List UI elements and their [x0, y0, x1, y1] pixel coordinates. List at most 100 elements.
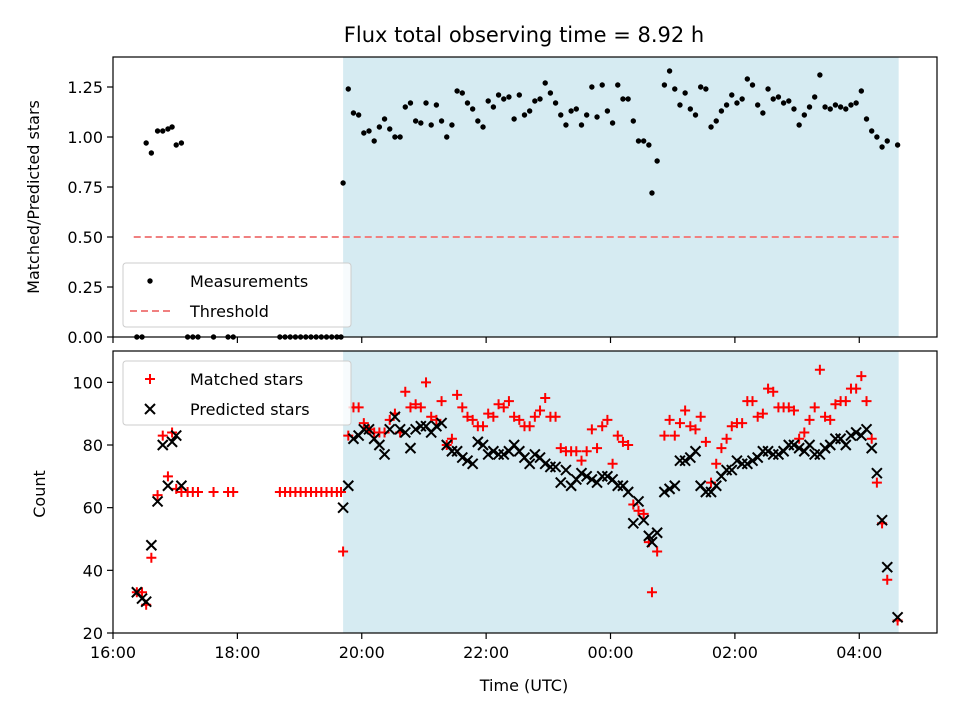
- matched-star-point: [493, 399, 504, 410]
- matched-star-point: [690, 424, 701, 435]
- matched-star-point: [871, 477, 882, 488]
- matched-star-point: [607, 458, 618, 469]
- measurement-point: [760, 110, 766, 116]
- matched-star-point: [576, 455, 587, 466]
- predicted-star-point: [544, 461, 557, 473]
- measurement-point: [490, 104, 497, 110]
- predicted-star-point: [162, 480, 174, 492]
- bottom-ylabel: Count: [30, 470, 49, 518]
- matched-star-point: [851, 383, 862, 394]
- predicted-star-point: [487, 445, 500, 457]
- matched-star-point: [503, 396, 514, 407]
- predicted-star-point: [529, 448, 541, 461]
- measurement-point: [894, 142, 901, 148]
- measurement-point: [770, 96, 776, 102]
- predicted-star-point: [700, 486, 712, 498]
- measurement-point: [412, 118, 419, 124]
- measurement-point: [449, 122, 455, 128]
- matched-star-point: [814, 364, 825, 375]
- top-ylabel: Matched/Predicted stars: [24, 100, 43, 294]
- matched-star-point: [581, 446, 592, 457]
- measurement-point: [654, 158, 660, 164]
- measurement-point: [169, 124, 175, 130]
- matched-star-point: [638, 508, 649, 519]
- predicted-star-point: [347, 433, 360, 445]
- predicted-star-point: [477, 439, 489, 451]
- measurement-point: [506, 94, 512, 100]
- predicted-star-point: [560, 464, 572, 476]
- matched-star-point: [840, 396, 851, 407]
- predicted-star-point: [580, 470, 593, 483]
- top-ytick-label: 0.00: [67, 328, 103, 347]
- matched-star-point: [825, 414, 836, 425]
- predicted-star-point: [415, 420, 427, 432]
- measurement-point: [754, 102, 761, 108]
- bottom-xtick-label: 04:00: [836, 643, 882, 662]
- matched-star-point: [737, 418, 748, 429]
- bottom-xtick-label: 00:00: [587, 643, 633, 662]
- measurement-point: [433, 102, 440, 108]
- measurement-point: [418, 120, 424, 126]
- predicted-star-point: [342, 480, 354, 492]
- measurement-point: [615, 82, 621, 88]
- matched-star-point: [550, 411, 561, 422]
- measurement-point: [822, 104, 828, 110]
- matched-star-point: [488, 411, 499, 422]
- measurement-point: [703, 86, 709, 92]
- matched-star-point: [410, 399, 421, 410]
- measurement-point: [501, 96, 507, 102]
- matched-star-point: [633, 505, 644, 516]
- predicted-star-point: [404, 442, 417, 454]
- measurement-point: [438, 118, 445, 124]
- measurement-point: [853, 100, 859, 106]
- matched-star-point: [747, 396, 758, 407]
- measurement-point: [630, 118, 637, 124]
- measurement-point: [444, 134, 450, 140]
- bottom-ytick-label: 60: [83, 499, 103, 518]
- measurement-point: [843, 106, 849, 112]
- matched-star-point: [405, 402, 416, 413]
- legend-marker-measurements: [147, 278, 153, 284]
- top-ytick-label: 0.50: [67, 228, 103, 247]
- measurement-point: [687, 106, 694, 112]
- measurement-point: [682, 90, 688, 96]
- measurement-point: [573, 106, 580, 112]
- predicted-star-point: [446, 445, 458, 457]
- measurement-point: [148, 150, 155, 156]
- measurement-point: [858, 88, 865, 94]
- measurement-point: [594, 114, 600, 120]
- predicted-star-point: [757, 445, 769, 457]
- matched-star-point: [664, 414, 675, 425]
- measurement-point: [173, 142, 179, 148]
- bottom-ytick-label: 20: [83, 624, 103, 643]
- measurement-point: [376, 124, 383, 130]
- predicted-star-point: [461, 454, 474, 467]
- top-panel: 0.00 0.25 0.50 0.75 1.00 1.25 Measurements Thre…: [67, 56, 938, 347]
- matched-star-point: [830, 399, 841, 410]
- predicted-star-point: [741, 458, 754, 470]
- predicted-star-point: [492, 448, 505, 461]
- measurement-point: [827, 106, 833, 112]
- measurement-point: [547, 90, 554, 96]
- matched-star-point: [716, 443, 727, 454]
- predicted-star-point: [596, 470, 608, 483]
- bottom-series-1: [131, 411, 904, 624]
- matched-star-point: [483, 408, 494, 419]
- matched-star-point: [152, 490, 163, 501]
- predicted-star-point: [549, 461, 562, 473]
- measurement-point: [160, 128, 166, 134]
- predicted-star-point: [170, 429, 182, 442]
- measurement-point: [537, 96, 543, 102]
- predicted-star-point: [378, 448, 391, 461]
- matched-star-point: [162, 471, 173, 482]
- matched-star-point: [353, 402, 364, 413]
- legend-label: Threshold: [189, 302, 269, 321]
- bottom-legend-box: [122, 360, 352, 426]
- measurement-point: [526, 108, 533, 114]
- measurement-point: [397, 134, 403, 140]
- top-ytick-label: 1.25: [67, 78, 103, 97]
- legend-label: Measurements: [190, 272, 308, 291]
- predicted-star-point: [762, 445, 774, 457]
- matched-star-point: [700, 436, 711, 447]
